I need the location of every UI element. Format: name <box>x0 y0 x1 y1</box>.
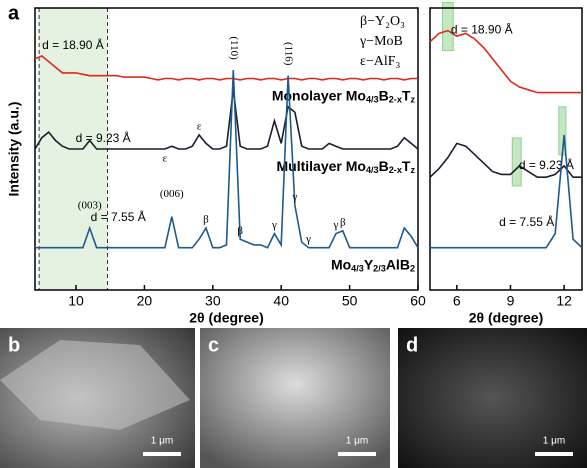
panel-label: c <box>208 334 219 356</box>
subscript: 4/3 <box>366 165 379 175</box>
peak-label: (116) <box>283 42 295 66</box>
subscript: z <box>410 95 415 105</box>
peak-label: (003) <box>78 199 102 211</box>
peak-label: (006) <box>160 188 184 200</box>
label-part: Monolayer Mo <box>272 87 366 103</box>
scale-bar <box>535 452 573 456</box>
subscript: 4/3 <box>351 264 364 274</box>
subscript: 4/3 <box>366 95 379 105</box>
figure: a 10 20 30 40 50 60 2θ (degree) Intensity (a.u.… <box>0 0 587 468</box>
x-axis-label: 2θ (degree) <box>189 310 263 326</box>
subscript: 2 <box>410 264 415 274</box>
label-part: Mo <box>331 256 351 272</box>
peak-label: β <box>340 216 346 228</box>
x-tick-label: 9 <box>507 293 515 309</box>
peak-label: ε <box>163 153 168 165</box>
subscript: 2/3 <box>373 264 386 274</box>
series-label: Monolayer Mo4/3B2-xTz <box>272 87 416 105</box>
sem-images <box>0 328 587 468</box>
peak-label: β <box>203 213 209 225</box>
peak-label: γ <box>271 219 277 231</box>
panel-label: a <box>8 2 20 24</box>
subscript: z <box>410 165 415 175</box>
series-label: Mo4/3Y2/3AlB2 <box>331 256 415 274</box>
legend-entry: β−Y₂O₃ <box>360 14 405 29</box>
x-tick-label: 60 <box>410 293 426 309</box>
scale-bar <box>143 452 181 456</box>
subscript: 2-x <box>389 165 402 175</box>
x-tick-label: 6 <box>453 293 461 309</box>
x-tick-label: 10 <box>68 293 84 309</box>
x-axis-label: 2θ (degree) <box>469 310 543 326</box>
series-label: Multilayer Mo4/3B2-xTz <box>276 158 415 176</box>
scale-label: 1 μm <box>151 436 173 447</box>
x-tick-label: 30 <box>205 293 221 309</box>
label-part: B <box>379 87 389 103</box>
scale-bar <box>338 452 376 456</box>
peak-label: γ <box>291 191 297 203</box>
x-tick-label: 40 <box>273 293 289 309</box>
scale-label: 1 μm <box>346 436 368 447</box>
sem-image <box>398 328 587 468</box>
d-spacing-label: d = 18.90 Å <box>42 37 104 52</box>
panel-label: d <box>406 334 418 356</box>
scale-label: 1 μm <box>543 436 565 447</box>
sem-image <box>200 328 390 468</box>
x-tick-label: 50 <box>342 293 358 309</box>
legend-entry: ε−AlF₃ <box>360 54 401 69</box>
peak-label: γ <box>305 233 311 245</box>
peak-label: γ <box>332 219 338 231</box>
label-part: Multilayer Mo <box>276 158 365 174</box>
subscript: 2-x <box>389 95 402 105</box>
d-spacing-label: d = 18.90 Å <box>451 22 513 37</box>
peak-label: β <box>237 225 243 237</box>
d-spacing-label: d = 9.23 Å <box>76 130 131 145</box>
y-axis-label: Intensity (a.u.) <box>6 102 22 197</box>
peak-label: (110) <box>228 36 240 60</box>
x-tick-label: 20 <box>137 293 153 309</box>
peak-label: ε <box>197 120 202 132</box>
legend-entry: γ−MoB <box>359 34 403 49</box>
x-tick-label: 12 <box>556 293 572 309</box>
d-spacing-label: d = 7.55 Å <box>499 214 554 229</box>
label-part: B <box>379 158 389 174</box>
panel-label: b <box>8 334 20 356</box>
label-part: AlB <box>386 256 410 272</box>
